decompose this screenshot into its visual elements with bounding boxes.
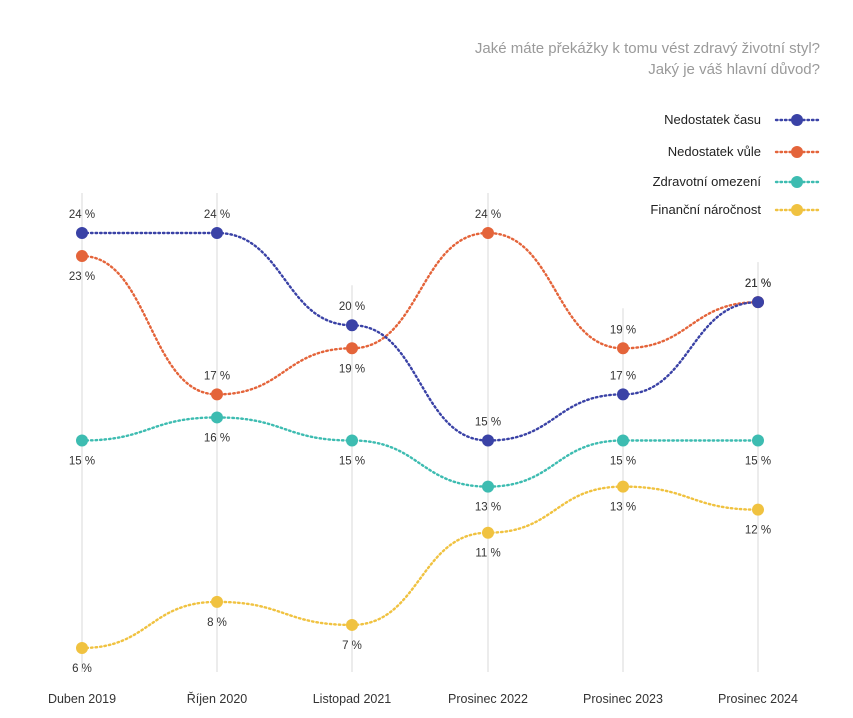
data-label: 15 %	[610, 456, 636, 468]
data-point	[617, 434, 629, 447]
legend-label: Finanční náročnost	[650, 202, 761, 217]
x-tick-label: Prosinec 2024	[718, 692, 798, 706]
data-label: 20 %	[339, 301, 365, 313]
data-label: 16 %	[204, 432, 230, 444]
data-label: 7 %	[342, 640, 362, 652]
data-point	[76, 227, 88, 239]
data-point	[211, 388, 223, 401]
data-label: 6 %	[72, 663, 92, 675]
data-label: 24 %	[204, 209, 230, 221]
x-tick-label: Prosinec 2022	[448, 692, 528, 706]
data-point	[482, 526, 494, 539]
legend-marker	[791, 176, 803, 188]
data-label: 15 %	[475, 417, 501, 429]
chart-title: Jaké máte překážky k tomu vést zdravý ži…	[475, 40, 820, 78]
data-label: 21 %	[745, 278, 771, 290]
data-label: 13 %	[475, 502, 501, 514]
data-point	[76, 434, 88, 447]
series-line	[80, 416, 760, 488]
legend-marker	[791, 146, 803, 158]
data-point	[76, 642, 88, 654]
data-point	[346, 319, 358, 332]
data-label: 24 %	[475, 209, 501, 221]
gridlines	[81, 193, 759, 672]
data-point	[617, 342, 629, 355]
series-points	[76, 227, 764, 654]
data-label: 15 %	[745, 456, 771, 468]
data-label: 24 %	[69, 209, 95, 221]
series-lines	[80, 231, 760, 650]
data-label: 15 %	[69, 456, 95, 468]
legend-label: Nedostatek vůle	[668, 144, 761, 159]
data-label: 17 %	[610, 370, 636, 382]
data-point	[617, 388, 629, 401]
data-labels: 6 % 8 % 7 % 11 % 13 % 12 % 15 % 16 % 15 % 13 % 15 …	[69, 209, 771, 675]
data-point	[346, 434, 358, 447]
legend-marker	[791, 204, 803, 216]
data-label: 8 %	[207, 617, 227, 629]
data-label: 19 %	[610, 324, 636, 336]
legend-label: Nedostatek času	[664, 112, 761, 127]
data-label: 21 %	[745, 278, 771, 290]
data-point	[211, 595, 223, 608]
data-label: 11 %	[475, 548, 500, 560]
title-line-1: Jaké máte překážky k tomu vést zdravý ži…	[475, 40, 820, 57]
data-point	[752, 434, 764, 447]
data-label: 17 %	[204, 370, 230, 382]
data-point	[752, 503, 764, 516]
data-point	[482, 434, 494, 447]
data-point	[76, 250, 88, 263]
data-point	[752, 296, 764, 309]
x-tick-label: Říjen 2020	[187, 691, 248, 706]
data-label: 13 %	[610, 502, 636, 514]
title-line-2: Jaký je váš hlavní důvod?	[648, 61, 820, 78]
data-point	[211, 411, 223, 424]
legend-label: Zdravotní omezení	[653, 174, 762, 189]
x-tick-label: Prosinec 2023	[583, 692, 663, 706]
data-label: 15 %	[339, 456, 365, 468]
data-point	[482, 480, 494, 493]
x-axis: Duben 2019 Říjen 2020 Listopad 2021 Prosine…	[48, 691, 798, 706]
data-point	[346, 342, 358, 355]
data-point	[617, 480, 629, 493]
data-label: 23 %	[69, 271, 95, 283]
x-tick-label: Listopad 2021	[313, 692, 392, 706]
data-label: 19 %	[339, 363, 365, 375]
data-label: 12 %	[745, 525, 771, 537]
series-line	[80, 485, 760, 650]
data-point	[346, 618, 358, 631]
legend: Nedostatek času Nedostatek vůle Zdravotní …	[650, 112, 820, 217]
x-tick-label: Duben 2019	[48, 692, 116, 706]
data-point	[482, 227, 494, 239]
series-line	[80, 231, 760, 396]
legend-marker	[791, 114, 803, 126]
series-line	[80, 231, 760, 442]
data-point	[211, 227, 223, 239]
